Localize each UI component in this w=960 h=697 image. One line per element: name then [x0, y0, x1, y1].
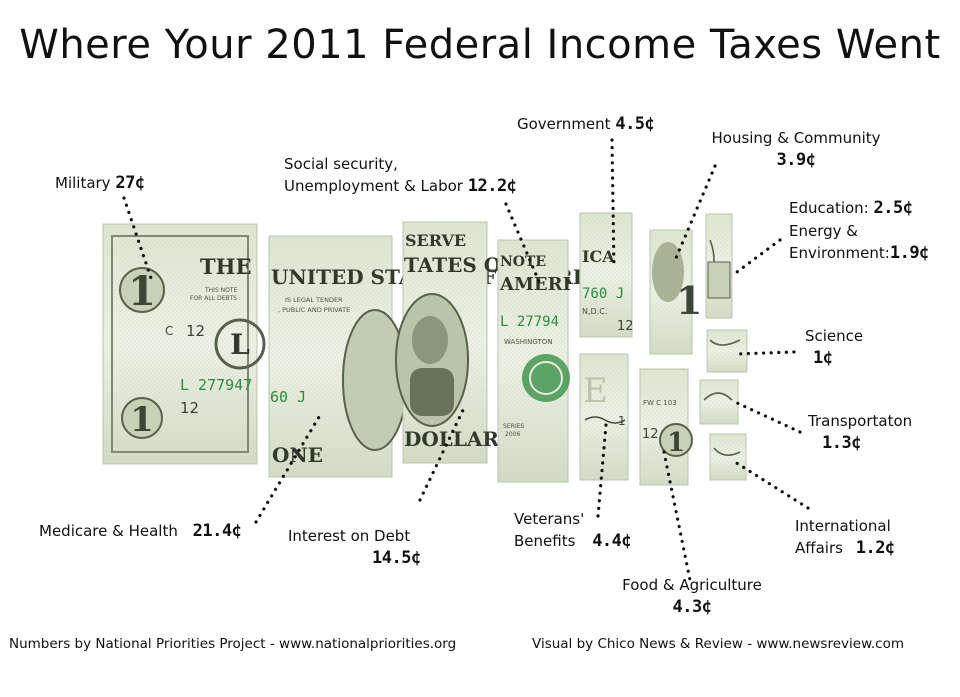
amount-social-security: 12.2¢	[467, 176, 517, 196]
bill-piece-transportation	[699, 379, 739, 425]
bill-piece-education-energy	[705, 213, 733, 319]
bill-piece-government: ICA 760 J N,D.C. 12	[579, 212, 634, 338]
label-education: Education: 2.5¢	[789, 198, 913, 218]
amount-international: 1.2¢	[855, 538, 895, 558]
bill-piece-international	[709, 433, 747, 481]
leader-medicare	[254, 410, 324, 524]
amount-transportation: 1.3¢	[822, 433, 861, 453]
label-housing: Housing & Community 3.9¢	[709, 127, 883, 171]
svg-text:FW C 103: FW C 103	[643, 399, 677, 407]
label-science: Science 1¢	[805, 327, 864, 368]
amount-food: 4.3¢	[672, 597, 712, 617]
svg-text:NOTE: NOTE	[500, 254, 546, 270]
label-government: Government 4.5¢	[517, 114, 655, 134]
svg-text:2006: 2006	[505, 431, 520, 438]
svg-text:1: 1	[618, 414, 626, 428]
credit-visual: Visual by Chico News & Review - www.news…	[532, 636, 905, 652]
leader-government	[610, 138, 616, 270]
svg-text:IS LEGAL TENDER: IS LEGAL TENDER	[285, 296, 343, 304]
label-transportation: Transportaton 1.3¢	[808, 412, 913, 453]
svg-text:1: 1	[130, 400, 154, 440]
svg-text:12: 12	[617, 319, 634, 334]
leader-military	[122, 196, 155, 286]
label-veterans: Veterans' Benefits 4.4¢	[514, 510, 632, 551]
bill-piece-housing: 1	[649, 229, 702, 355]
svg-text:760 J: 760 J	[582, 286, 624, 302]
svg-text:1: 1	[667, 428, 685, 458]
bill-piece-food: FW C 103 12 1	[639, 368, 693, 486]
svg-text:TATES OF: TATES OF	[404, 253, 515, 277]
amount-veterans: 4.4¢	[592, 531, 632, 551]
svg-text:AMERI: AMERI	[499, 274, 571, 295]
leader-education	[735, 238, 782, 274]
credit-numbers: Numbers by National Priorities Project -…	[9, 636, 457, 652]
svg-text:1: 1	[676, 278, 702, 323]
svg-text:C: C	[165, 324, 173, 338]
bill-piece-military: 1 1 THE THIS NOTE FOR ALL DEBTS C 12 L L…	[102, 223, 266, 465]
svg-text:1: 1	[128, 268, 156, 315]
label-military: Military 27¢	[55, 173, 145, 193]
svg-text:12: 12	[186, 322, 205, 340]
svg-text:THIS NOTE: THIS NOTE	[204, 287, 238, 294]
svg-text:E: E	[583, 371, 608, 411]
leader-interest	[418, 408, 465, 502]
bill-piece-veterans: E 1	[579, 353, 629, 481]
amount-energy: 1.9¢	[889, 243, 929, 263]
bill-piece-social-security: NOTE AMERI L 27794 WASHINGTON SERIES 200…	[497, 239, 571, 483]
svg-text:ONE: ONE	[272, 443, 323, 467]
amount-education: 2.5¢	[873, 198, 913, 218]
svg-text:SERVE: SERVE	[405, 231, 466, 250]
label-food: Food & Agriculture 4.3¢	[617, 574, 767, 618]
svg-text:WASHINGTON: WASHINGTON	[504, 338, 553, 346]
amount-medicare: 21.4¢	[192, 521, 242, 541]
svg-text:L 277947: L 277947	[180, 376, 252, 394]
svg-text:12: 12	[642, 427, 659, 442]
leader-food	[662, 450, 692, 582]
bill-piece-medicare: UNITED STATES OF AMERICA IS LEGAL TENDER…	[268, 235, 614, 478]
label-interest: Interest on Debt 14.5¢	[288, 527, 421, 568]
svg-text:60 J: 60 J	[270, 388, 306, 406]
svg-text:THE: THE	[200, 254, 251, 279]
svg-text:12: 12	[180, 399, 199, 417]
amount-science: 1¢	[813, 348, 833, 368]
label-international: International Affairs 1.2¢	[795, 517, 895, 558]
svg-text:SERIES: SERIES	[503, 423, 524, 430]
leader-lines	[122, 138, 810, 582]
label-energy: Energy & Environment:1.9¢	[789, 222, 929, 263]
svg-text:, PUBLIC AND PRIVATE: , PUBLIC AND PRIVATE	[278, 306, 350, 314]
amount-military: 27¢	[115, 173, 145, 193]
bill-piece-interest: SERVE TATES OF DOLLAR	[395, 221, 515, 464]
leader-transportation	[733, 400, 802, 434]
leader-international	[733, 460, 810, 510]
svg-text:L: L	[230, 328, 250, 361]
page-title: Where Your 2011 Federal Income Taxes Wen…	[19, 22, 941, 68]
amount-housing: 3.9¢	[776, 150, 816, 170]
leader-housing	[674, 164, 717, 260]
svg-text:N,D.C.: N,D.C.	[582, 307, 607, 316]
bill-piece-science	[706, 329, 748, 373]
amount-government: 4.5¢	[615, 114, 655, 134]
svg-text:FOR ALL DEBTS: FOR ALL DEBTS	[190, 295, 237, 302]
svg-text:L 27794: L 27794	[500, 314, 559, 330]
leader-veterans	[596, 423, 608, 518]
label-social-security: Social security, Unemployment & Labor 12…	[284, 155, 517, 196]
label-medicare: Medicare & Health 21.4¢	[39, 521, 242, 541]
amount-interest: 14.5¢	[372, 548, 421, 568]
leader-social-security	[504, 202, 542, 286]
svg-text:ICA: ICA	[582, 247, 615, 266]
